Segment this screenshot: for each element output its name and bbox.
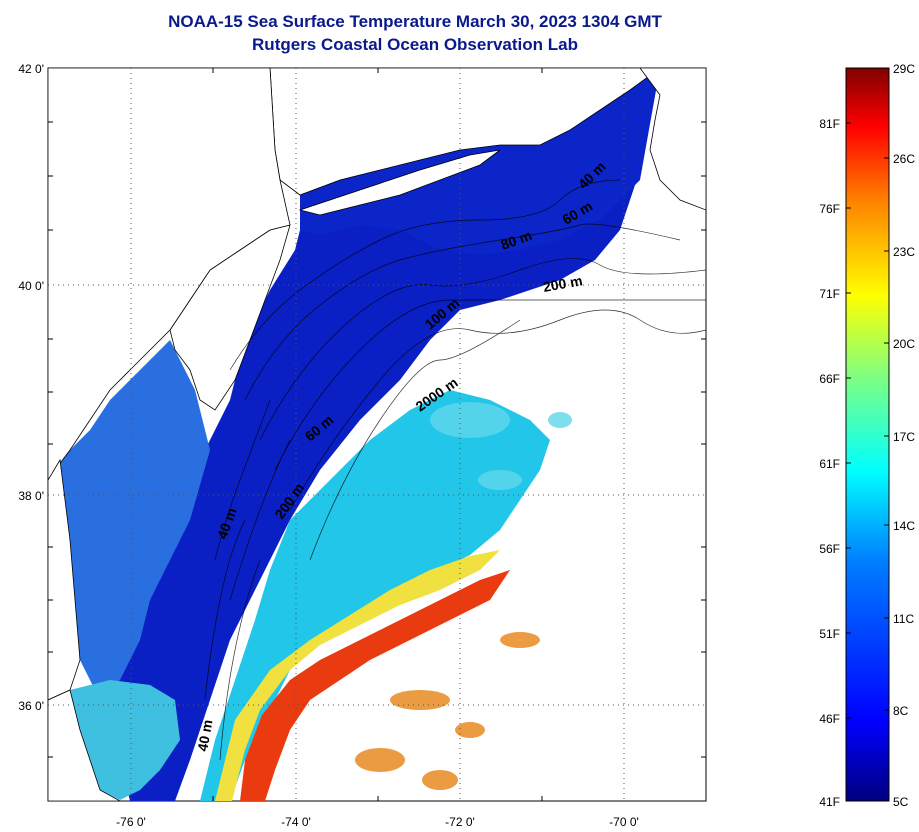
land-long-island	[298, 149, 501, 216]
colorbar-f-label: 46F	[819, 712, 840, 726]
colorbar	[845, 67, 890, 802]
colorbar-f-label: 66F	[819, 372, 840, 386]
colorbar-c-label: 8C	[893, 704, 909, 718]
lon-label: -70 0'	[609, 815, 639, 829]
longitude-labels: -76 0' -74 0' -72 0' -70 0'	[116, 815, 639, 829]
sst-cool-region	[60, 340, 210, 700]
map-subtitle: Rutgers Coastal Ocean Observation Lab	[252, 35, 578, 54]
sst-gulf-stream	[240, 570, 510, 801]
colorbar-f-label: 76F	[819, 202, 840, 216]
colorbar-f-label: 81F	[819, 117, 840, 131]
colorbar-c-labels: 29C 26C 23C 20C 17C 14C 11C 8C 5C	[893, 62, 915, 809]
colorbar-c-label: 11C	[893, 612, 914, 626]
land-carolina	[48, 689, 121, 801]
colorbar-c-label: 17C	[893, 430, 915, 444]
sst-sound-region	[70, 680, 180, 800]
land-mainland	[48, 68, 291, 481]
lat-label: 36 0'	[18, 699, 44, 713]
colorbar-f-label: 71F	[819, 287, 840, 301]
colorbar-f-labels: 81F 76F 71F 66F 61F 56F 51F 46F 41F	[819, 117, 840, 809]
contour-label: 200 m	[542, 272, 584, 295]
colorbar-c-label: 5C	[893, 795, 909, 809]
contour-label: 40 m	[194, 718, 215, 752]
colorbar-c-label: 14C	[893, 519, 915, 533]
colorbar-f-label: 61F	[819, 457, 840, 471]
colorbar-c-label: 29C	[893, 62, 915, 76]
graticule	[48, 68, 706, 801]
bathymetry-contours	[204, 179, 706, 761]
land-cape-cod	[639, 68, 706, 211]
map-title: NOAA-15 Sea Surface Temperature March 30…	[168, 12, 662, 31]
sst-offshore-patches	[355, 632, 540, 790]
colorbar-c-label: 20C	[893, 337, 915, 351]
sst-warm-band	[215, 550, 500, 801]
axis-ticks	[48, 68, 707, 801]
colorbar-ticks	[846, 122, 889, 719]
sst-mild-region	[200, 390, 550, 801]
lat-label: 40 0'	[18, 279, 44, 293]
lon-label: -74 0'	[281, 815, 311, 829]
colorbar-f-label: 56F	[819, 542, 840, 556]
sst-offshore-cyan	[430, 402, 572, 490]
lon-label: -72 0'	[445, 815, 475, 829]
colorbar-c-label: 26C	[893, 152, 915, 166]
lat-label: 42 0'	[18, 62, 44, 76]
lat-label: 38 0'	[18, 489, 44, 503]
colorbar-f-label: 51F	[819, 627, 840, 641]
colorbar-f-label: 41F	[819, 795, 840, 809]
lon-label: -76 0'	[116, 815, 146, 829]
latitude-labels: 42 0' 40 0' 38 0' 36 0'	[18, 62, 44, 713]
colorbar-c-label: 23C	[893, 245, 915, 259]
land-new-england	[269, 68, 661, 196]
